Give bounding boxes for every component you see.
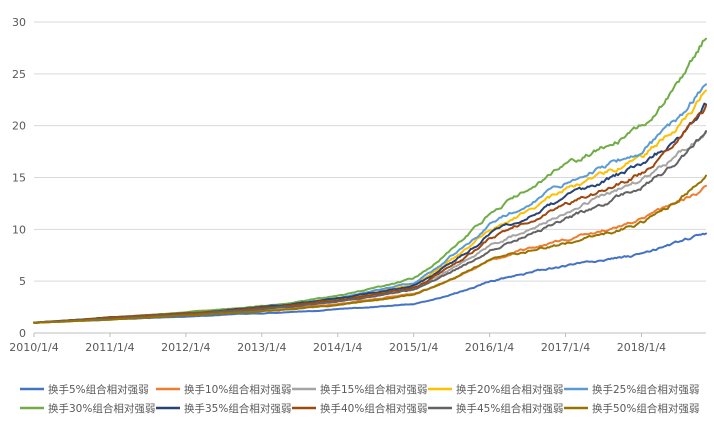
legend-item: 换手10%组合相对强弱 [156, 383, 291, 396]
series-line-7 [33, 102, 707, 324]
x-tick-label: 2016/1/4 [465, 341, 514, 354]
y-tick-label: 10 [12, 223, 26, 236]
y-tick-label: 5 [19, 275, 26, 288]
x-tick-label: 2013/1/4 [237, 341, 286, 354]
legend-label: 换手10%组合相对强弱 [184, 383, 291, 396]
legend-item: 换手25%组合相对强弱 [564, 383, 699, 396]
x-tick-label: 2012/1/4 [161, 341, 210, 354]
legend: 换手5%组合相对强弱 换手10%组合相对强弱 换手15%组合相对强弱 换手20%组合相… [20, 383, 699, 415]
legend-item: 换手45%组合相对强弱 [428, 402, 563, 415]
legend-item: 换手35%组合相对强弱 [156, 402, 291, 415]
x-tick-label: 2018/1/4 [617, 341, 666, 354]
y-tick-label: 30 [12, 16, 26, 29]
legend-label: 换手15%组合相对强弱 [320, 383, 427, 396]
legend-item: 换手20%组合相对强弱 [428, 383, 563, 396]
legend-item: 换手5%组合相对强弱 [20, 383, 149, 396]
x-tick-label: 2010/1/4 [9, 341, 58, 354]
legend-item: 换手50%组合相对强弱 [564, 402, 699, 415]
legend-label: 换手45%组合相对强弱 [456, 402, 563, 415]
series-lines [33, 37, 707, 324]
x-tick-label: 2014/1/4 [313, 341, 362, 354]
legend-item: 换手30%组合相对强弱 [20, 402, 155, 415]
y-tick-label: 20 [12, 120, 26, 133]
gridlines [34, 21, 706, 334]
x-tick-label: 2011/1/4 [85, 341, 134, 354]
legend-label: 换手25%组合相对强弱 [592, 383, 699, 396]
legend-label: 换手5%组合相对强弱 [48, 383, 149, 396]
legend-label: 换手30%组合相对强弱 [48, 402, 155, 415]
legend-item: 换手40%组合相对强弱 [292, 402, 427, 415]
series-line-8 [33, 104, 707, 324]
series-line-10 [33, 174, 707, 324]
series-line-1 [33, 232, 707, 324]
y-tick-label: 25 [12, 68, 26, 81]
y-axis: 0 5 10 15 20 25 30 [12, 16, 26, 340]
series-line-2 [33, 184, 707, 324]
x-tick-label: 2015/1/4 [389, 341, 438, 354]
y-tick-label: 15 [12, 172, 26, 185]
x-tick-label: 2017/1/4 [541, 341, 590, 354]
y-tick-label: 0 [19, 327, 26, 340]
legend-label: 换手50%组合相对强弱 [592, 402, 699, 415]
legend-label: 换手20%组合相对强弱 [456, 383, 563, 396]
x-axis: 2010/1/4 2011/1/4 2012/1/4 2013/1/4 2014/1/4… [9, 333, 666, 354]
legend-item: 换手15%组合相对强弱 [292, 383, 427, 396]
legend-label: 换手35%组合相对强弱 [184, 402, 291, 415]
legend-label: 换手40%组合相对强弱 [320, 402, 427, 415]
